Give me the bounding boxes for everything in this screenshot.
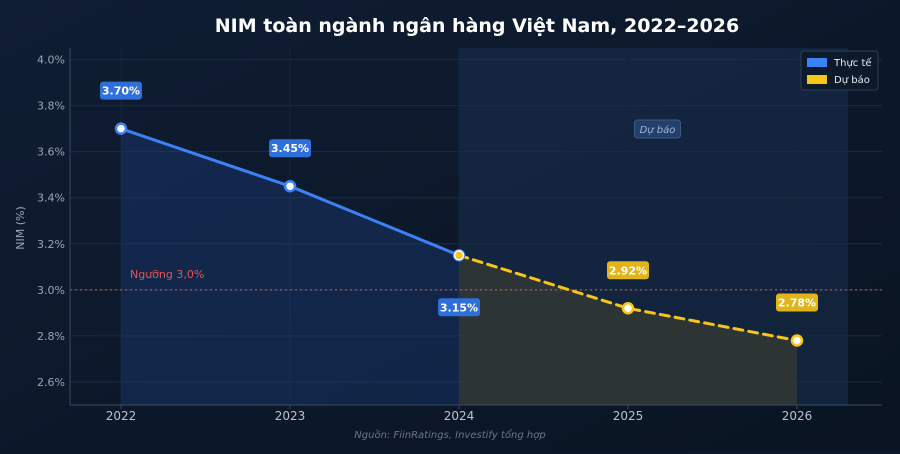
threshold-label: Ngưỡng 3,0% [130, 268, 204, 281]
y-tick-label: 3.0% [37, 284, 65, 297]
data-label-box [607, 261, 649, 280]
data-labels: 3.70% 3.45% 3.15% 2.92% 2.78% [100, 81, 818, 317]
forecast-area-fill [459, 255, 797, 405]
forecast-region [459, 48, 848, 405]
data-label-box [269, 139, 311, 158]
y-tick-label: 2.6% [37, 376, 65, 389]
data-point-forecast [621, 302, 635, 315]
y-tick-label: 4.0% [37, 54, 65, 67]
data-label: 3.15% [440, 301, 478, 314]
data-point-actual [114, 122, 128, 135]
legend-swatch-forecast [807, 75, 827, 84]
data-label-box [776, 293, 818, 312]
x-tick-label: 2025 [613, 409, 644, 423]
data-label: 3.45% [271, 142, 309, 155]
x-tick-label: 2022 [106, 409, 137, 423]
x-tick-label: 2023 [275, 409, 306, 423]
data-label: 2.92% [609, 264, 647, 277]
forecast-region-label: Dự báo [640, 124, 676, 136]
data-point-forecast [453, 250, 465, 261]
legend-label-actual: Thực tế [833, 57, 872, 69]
y-tick-label: 3.6% [37, 146, 65, 159]
chart-title: NIM toàn ngành ngân hàng Việt Nam, 2022–… [215, 15, 739, 37]
actual-area-fill [121, 128, 459, 405]
source-note: Nguồn: FiinRatings, Investify tổng hợp [354, 428, 545, 441]
legend: Thực tế Dự báo [800, 50, 879, 91]
x-tick-label: 2024 [444, 409, 475, 423]
x-axis-ticks: 2022 2023 2024 2025 2026 [106, 405, 813, 423]
legend-swatch-actual [807, 58, 827, 67]
forecast-region-label-box [634, 119, 681, 139]
data-point-actual [283, 179, 297, 193]
x-tick-label: 2026 [782, 409, 813, 423]
y-axis-title: NIM (%) [14, 206, 27, 250]
data-label-box [100, 81, 142, 100]
y-tick-label: 3.2% [37, 238, 65, 251]
data-label: 3.70% [102, 85, 140, 98]
y-tick-label: 3.4% [37, 192, 65, 205]
data-label: 2.78% [778, 297, 816, 310]
legend-label-forecast: Dự báo [834, 74, 870, 86]
data-points [114, 122, 804, 347]
y-tick-label: 3.8% [37, 100, 65, 113]
y-tick-label: 2.8% [37, 330, 65, 343]
series-line-forecast [457, 253, 799, 343]
data-label-box [438, 298, 480, 317]
data-point-forecast [790, 334, 804, 347]
y-axis-ticks: 2.6% 2.8% 3.0% 3.2% 3.4% 3.6% 3.8% 4.0% [37, 54, 65, 389]
